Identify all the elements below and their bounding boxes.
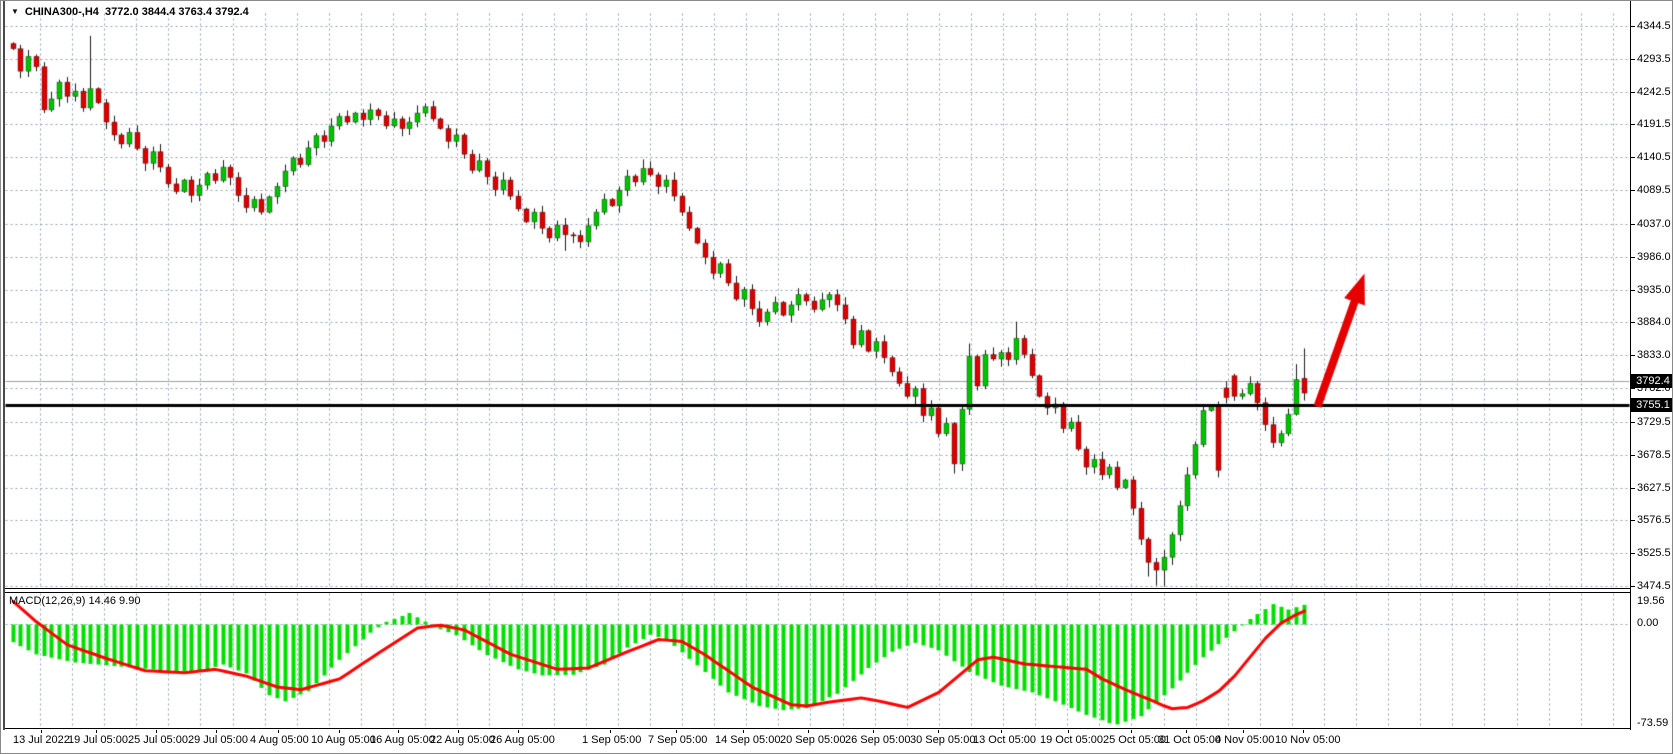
price-axis-tick: [1631, 422, 1635, 423]
date-axis-label: 10 Nov 05:00: [1275, 734, 1341, 746]
date-axis-label: 4 Nov 05:00: [1215, 734, 1275, 746]
main-chart-pane[interactable]: [5, 1, 1630, 589]
price-axis-label: 4191.5: [1637, 118, 1671, 131]
support-price-badge: 3755.1: [1631, 398, 1672, 412]
date-axis-label: 20 Sep 05:00: [780, 734, 846, 746]
price-axis-tick: [1631, 520, 1635, 521]
macd-indicator-label: MACD(12,26,9) 14.46 9.90: [9, 595, 141, 607]
date-axis-tick: [518, 730, 519, 733]
date-axis-tick: [216, 730, 217, 733]
macd-axis-label: 0.00: [1637, 617, 1659, 629]
date-axis[interactable]: 13 Jul 2022 19 Jul 05:00 25 Jul 05:00 29 Ju…: [1, 730, 1672, 753]
price-axis-label: 4293.5: [1637, 52, 1671, 65]
price-scale-column[interactable]: 4344.5 4293.5 4242.5 4191.5 4140.5 4089.5 4037…: [1630, 1, 1672, 730]
date-axis-tick: [1303, 730, 1304, 733]
price-axis-tick: [1631, 290, 1635, 291]
symbol-dropdown-icon[interactable]: ▼: [11, 7, 19, 16]
price-axis-label: 3833.0: [1637, 349, 1671, 362]
date-axis-label: 30 Sep 05:00: [910, 734, 976, 746]
price-axis-tick: [1631, 586, 1635, 587]
date-axis-label: 22 Aug 05:00: [430, 734, 495, 746]
date-axis-tick: [743, 730, 744, 733]
price-axis-label: 3678.5: [1637, 448, 1671, 461]
date-axis-tick: [676, 730, 677, 733]
price-axis-label: 3935.0: [1637, 283, 1671, 296]
price-axis-tick: [1631, 26, 1635, 27]
window-left-border: [3, 1, 5, 753]
date-axis-tick: [458, 730, 459, 733]
price-axis-tick: [1631, 124, 1635, 125]
price-axis-tick: [1631, 92, 1635, 93]
price-axis-label: 4037.0: [1637, 217, 1671, 230]
price-axis-label: 3986.0: [1637, 250, 1671, 263]
date-axis-label: 26 Aug 05:00: [490, 734, 555, 746]
price-axis-label: 3627.5: [1637, 481, 1671, 494]
macd-axis-label: 19.56: [1637, 595, 1665, 607]
date-axis-label: 29 Jul 05:00: [188, 734, 248, 746]
candlestick-canvas: [5, 1, 1630, 589]
price-axis-label: 3729.5: [1637, 415, 1671, 428]
date-axis-label: 16 Aug 05:00: [370, 734, 435, 746]
price-axis-label: 4242.5: [1637, 85, 1671, 98]
date-axis-tick: [398, 730, 399, 733]
date-axis-tick: [1001, 730, 1002, 733]
date-axis-tick: [41, 730, 42, 733]
price-axis-tick: [1631, 355, 1635, 356]
date-axis-label: 4 Aug 05:00: [250, 734, 309, 746]
price-axis-tick: [1631, 257, 1635, 258]
price-axis-tick: [1631, 388, 1635, 389]
date-axis-label: 25 Oct 05:00: [1103, 734, 1166, 746]
date-axis-tick: [278, 730, 279, 733]
price-axis-tick: [1631, 455, 1635, 456]
date-axis-label: 13 Jul 2022: [13, 734, 70, 746]
date-axis-tick: [610, 730, 611, 733]
macd-axis-label: -73.59: [1637, 717, 1669, 729]
chart-ohlc-values: 3772.0 3844.4 3763.4 3792.4: [105, 6, 249, 18]
date-axis-tick: [339, 730, 340, 733]
price-axis-tick: [1631, 488, 1635, 489]
price-axis-tick: [1631, 224, 1635, 225]
date-axis-label: 10 Aug 05:00: [311, 734, 376, 746]
date-axis-label: 25 Jul 05:00: [128, 734, 188, 746]
chart-title: ▼ CHINA300-,H4 3772.0 3844.4 3763.4 3792.…: [11, 5, 249, 19]
date-axis-label: 19 Jul 05:00: [68, 734, 128, 746]
price-axis-label: 4089.5: [1637, 184, 1671, 197]
price-axis-label: 3884.0: [1637, 316, 1671, 329]
date-axis-tick: [1186, 730, 1187, 733]
macd-canvas: [5, 593, 1630, 728]
price-axis-label: 3525.5: [1637, 547, 1671, 560]
date-axis-label: 1 Sep 05:00: [582, 734, 642, 746]
chart-symbol-period: CHINA300-,H4: [24, 6, 99, 18]
date-axis-tick: [156, 730, 157, 733]
price-axis-label: 3474.5: [1637, 580, 1671, 593]
price-axis-tick: [1631, 190, 1635, 191]
date-axis-tick: [96, 730, 97, 733]
price-axis-label: 3576.5: [1637, 514, 1671, 527]
date-axis-tick: [808, 730, 809, 733]
price-axis-label: 4140.5: [1637, 151, 1671, 164]
date-axis-tick: [1131, 730, 1132, 733]
macd-indicator-pane[interactable]: [5, 592, 1630, 729]
price-axis-label: 4344.5: [1637, 20, 1671, 32]
date-axis-tick: [1068, 730, 1069, 733]
date-axis-label: 19 Oct 05:00: [1040, 734, 1103, 746]
date-axis-tick: [938, 730, 939, 733]
price-axis-tick: [1631, 553, 1635, 554]
date-axis-label: 7 Sep 05:00: [648, 734, 708, 746]
price-axis-tick: [1631, 59, 1635, 60]
date-axis-label: 14 Sep 05:00: [715, 734, 781, 746]
date-axis-tick: [873, 730, 874, 733]
price-axis-tick: [1631, 157, 1635, 158]
price-axis-tick: [1631, 322, 1635, 323]
date-axis-label: 31 Oct 05:00: [1158, 734, 1221, 746]
date-axis-label: 13 Oct 05:00: [973, 734, 1036, 746]
date-axis-tick: [1243, 730, 1244, 733]
current-price-badge: 3792.4: [1631, 374, 1672, 388]
date-axis-label: 26 Sep 05:00: [845, 734, 911, 746]
